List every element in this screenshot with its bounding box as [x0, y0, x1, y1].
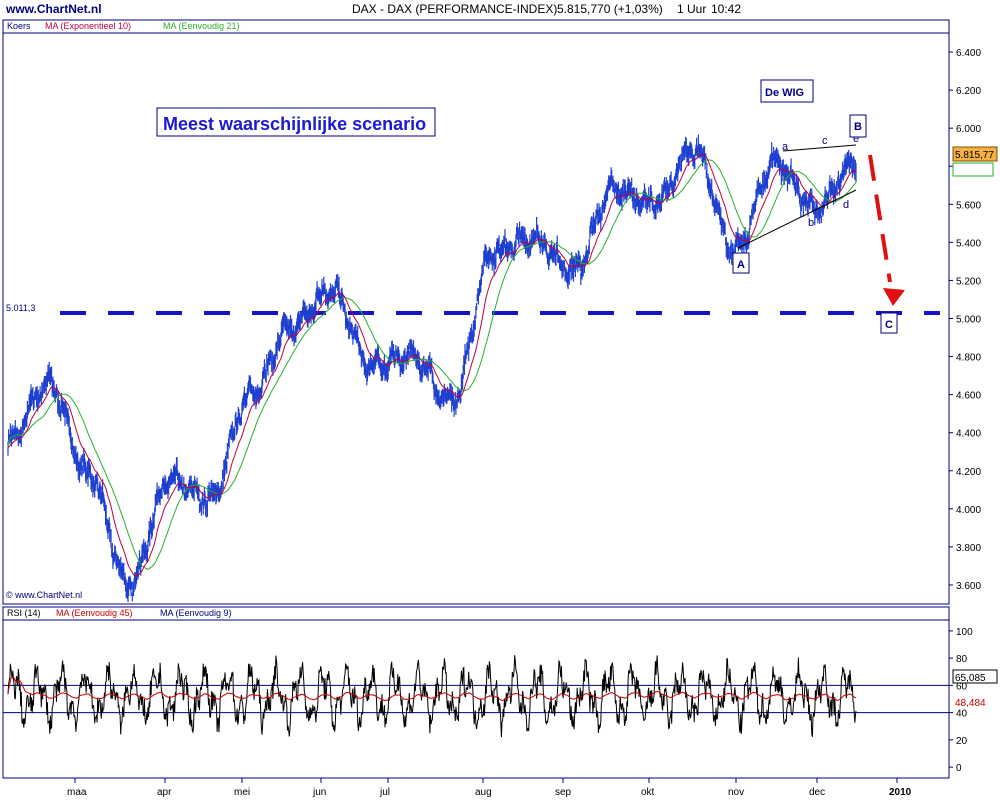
sma21-line [7, 159, 857, 570]
price-tick-label: 6.000 [956, 124, 981, 135]
rsi-tick-label: 40 [956, 709, 968, 720]
wedge-label-e: e [853, 133, 859, 145]
rsi-last-box [952, 669, 998, 684]
wedge-lower-line [737, 189, 857, 249]
header-period: 1 Uur [677, 2, 706, 16]
rsi-tick-label: 20 [956, 736, 968, 747]
x-tick-label: 2010 [889, 787, 912, 798]
legend-sma21: MA (Eenvoudig 21) [163, 21, 240, 31]
wedge-label-b: b [808, 217, 814, 229]
rsi-ma45-line [7, 676, 857, 702]
scenario-arrow-head [883, 288, 905, 306]
wave-a-label: A [737, 259, 745, 271]
x-tick-label: jul [379, 787, 390, 798]
legend-koers: Koers [7, 21, 31, 31]
support-label: 5.011,3 [6, 303, 35, 313]
rsi-ma-value: 48,484 [955, 698, 986, 709]
rsi-line [7, 655, 857, 738]
x-tick-label: nov [728, 787, 744, 798]
wedge-label: De WIG [765, 87, 804, 99]
ema10-line [7, 154, 857, 577]
copyright: © www.ChartNet.nl [6, 590, 82, 600]
scenario-label: Meest waarschijnlijke scenario [163, 114, 426, 134]
x-tick-label: dec [809, 787, 825, 798]
price-tick-label: 4.600 [956, 391, 981, 402]
legend-ema10: MA (Exponentieel 10) [45, 21, 131, 31]
last-value-box [952, 146, 998, 162]
price-tick-label: 6.400 [956, 48, 981, 59]
rsi-series-group [7, 655, 857, 738]
wave-c-box [880, 312, 898, 334]
price-series-group [7, 134, 857, 603]
x-tick-label: sep [555, 787, 572, 798]
wedge-label-a: a [782, 141, 789, 153]
wedge-label-d: d [843, 199, 849, 211]
price-tick-label: 6.200 [956, 86, 981, 97]
site-name: www.ChartNet.nl [5, 2, 102, 16]
x-tick-label: jun [312, 787, 326, 798]
x-tick-label: aug [475, 787, 492, 798]
ma-value-box [952, 162, 994, 177]
rsi-last-value: 65,085 [955, 673, 986, 684]
price-tick-label: 3.800 [956, 543, 981, 554]
x-tick-label: okt [641, 787, 655, 798]
x-tick-label: maa [67, 787, 87, 798]
wave-a-box [732, 252, 750, 274]
price-tick-label: 5.400 [956, 238, 981, 249]
scenario-box [156, 107, 436, 137]
wave-b-box [849, 114, 867, 138]
legend-rsi-ma45: MA (Eenvoudig 45) [56, 608, 133, 618]
price-tick-label: 5.600 [956, 200, 981, 211]
last-value-label: 5.815,77 [955, 150, 994, 161]
rsi-tick-label: 80 [956, 654, 968, 665]
x-tick-label: mei [234, 787, 250, 798]
price-tick-label: 5.200 [956, 276, 981, 287]
x-tick-label: apr [157, 787, 172, 798]
legend-rsi: RSI (14) [7, 608, 41, 618]
scenario-arrow-line [868, 154, 892, 283]
header-value: 5.815,770 (+1,03%) [557, 2, 663, 16]
rsi-tick-label: 0 [956, 763, 962, 774]
price-tick-label: 5.000 [956, 315, 981, 326]
rsi-tick-label: 60 [956, 681, 968, 692]
wedge-upper-line [782, 144, 857, 152]
legend-rsi-ma9: MA (Eenvoudig 9) [160, 608, 232, 618]
wave-b-label: B [854, 121, 862, 133]
price-y-axis: 3.600 3.800 4.000 4.200 4.400 4.600 4.800 5.000… [948, 20, 981, 604]
wave-c-label: C [885, 319, 893, 331]
x-axis: maa apr mei jun jul aug sep okt nov dec 2010 [67, 778, 912, 798]
price-tick-label: 4.800 [956, 353, 981, 364]
chart-title: DAX - DAX (PERFORMANCE-INDEX) [352, 2, 557, 16]
header-time: 10:42 [711, 2, 741, 16]
wedge-box [760, 79, 814, 103]
price-tick-label: 3.600 [956, 581, 981, 592]
wedge-label-c: c [822, 135, 828, 147]
price-tick-label: 4.000 [956, 505, 981, 516]
price-tick-label: 4.200 [956, 467, 981, 478]
rsi-tick-label: 100 [956, 627, 973, 638]
price-tick-label: 4.400 [956, 429, 981, 440]
